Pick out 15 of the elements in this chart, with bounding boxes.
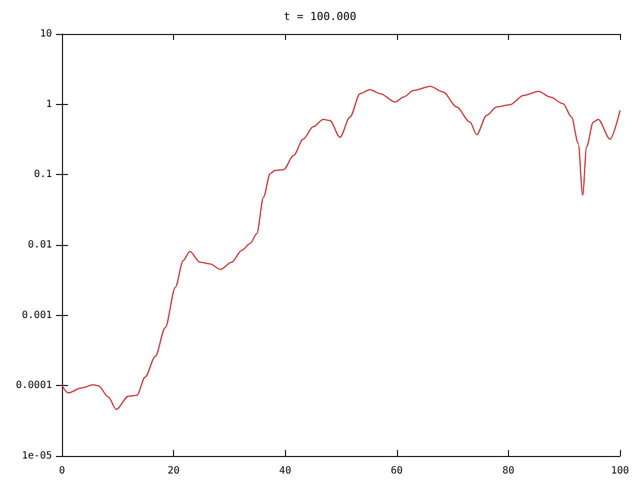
y-tick-label: 0.1 bbox=[34, 169, 52, 180]
line-series bbox=[62, 86, 620, 410]
y-tick-label: 0.001 bbox=[22, 310, 52, 321]
y-tick-label: 1 bbox=[46, 98, 52, 110]
x-tick-label: 0 bbox=[58, 466, 66, 476]
x-tick-label: 80 bbox=[502, 466, 514, 476]
x-tick-label: 100 bbox=[610, 466, 630, 476]
chart-title: t = 100.000 bbox=[284, 10, 356, 23]
y-tick-label: 0.01 bbox=[28, 240, 52, 250]
x-tick-label: 60 bbox=[390, 466, 403, 476]
y-tick-label: 0.0001 bbox=[16, 380, 52, 392]
x-tick-label: 40 bbox=[279, 466, 292, 476]
y-tick-label: 1e-05 bbox=[22, 450, 52, 462]
y-tick-label: 10 bbox=[40, 28, 52, 40]
x-tick-label: 20 bbox=[168, 466, 180, 476]
